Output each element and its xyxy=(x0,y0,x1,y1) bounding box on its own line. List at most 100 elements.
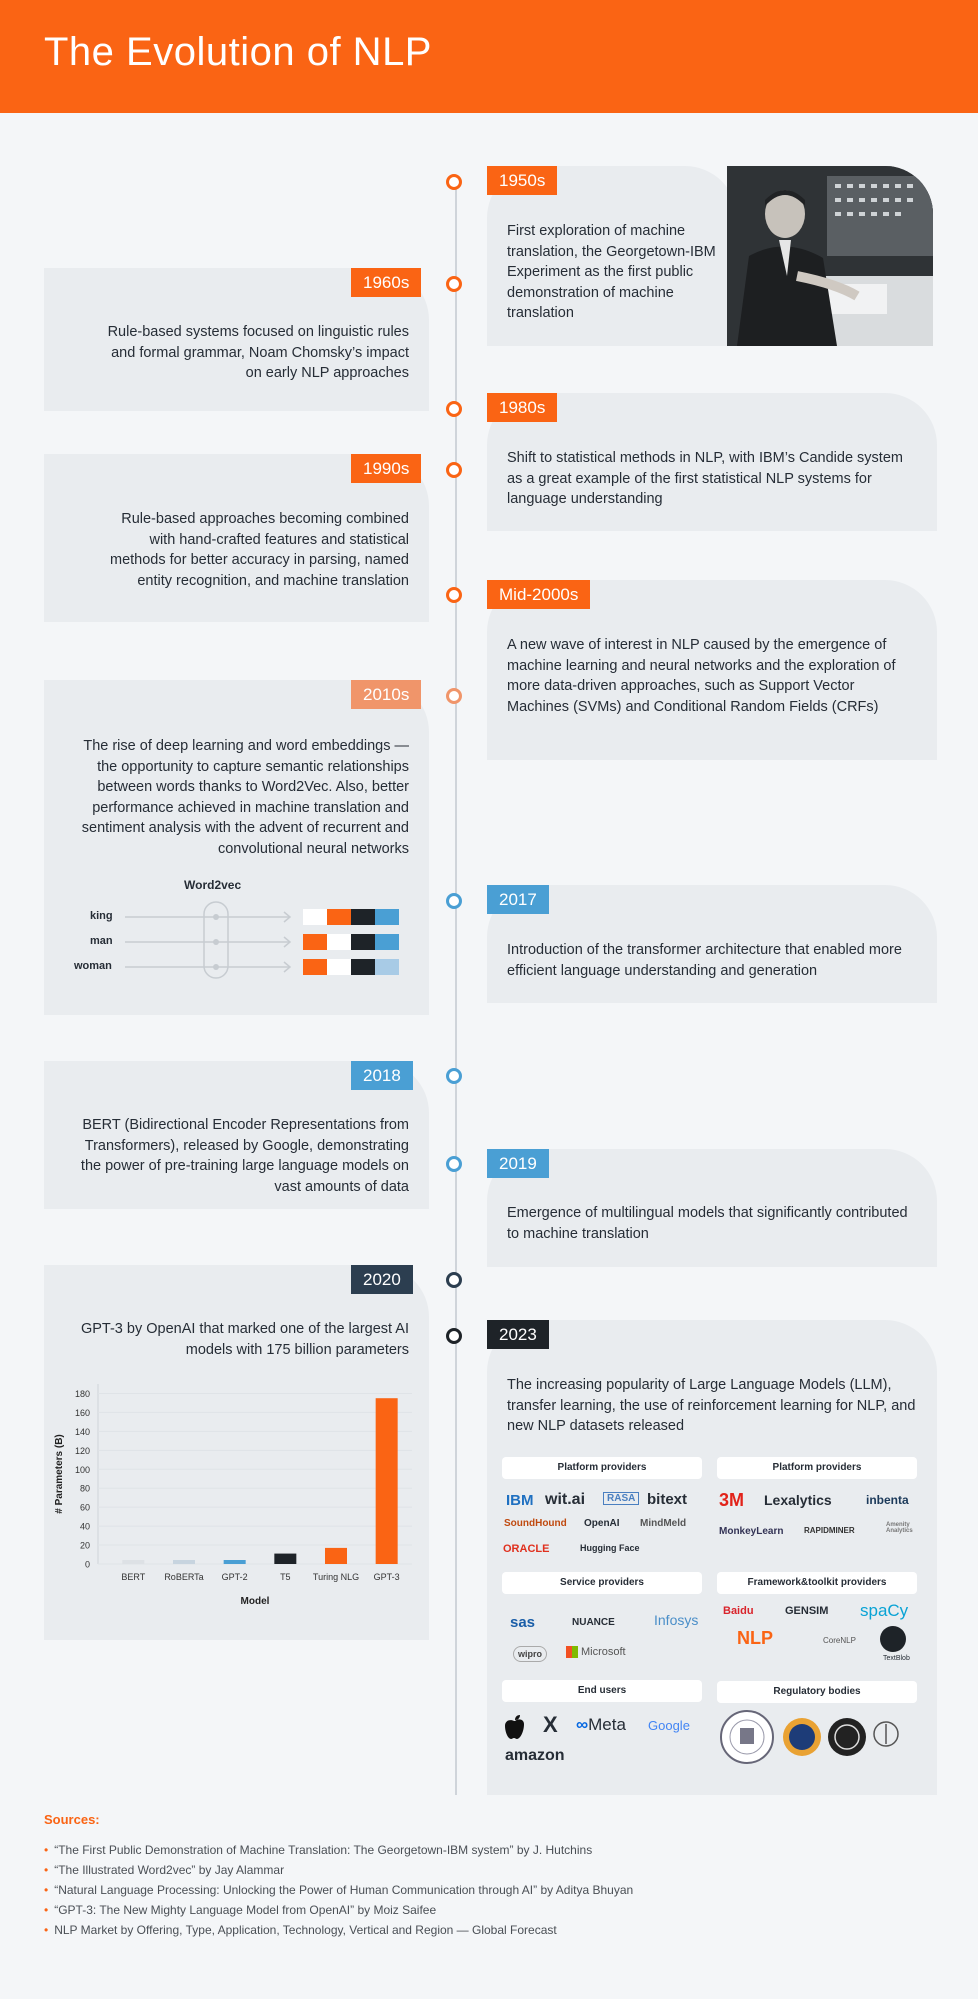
platform-providers-header: Platform providers xyxy=(717,1457,917,1479)
bitext-logo: bitext xyxy=(647,1491,688,1508)
source-text: “The First Public Demonstration of Machi… xyxy=(54,1843,593,1857)
timeline-axis xyxy=(455,175,457,1795)
vector-cell xyxy=(327,959,351,975)
chart-y-tick-label: 40 xyxy=(80,1522,90,1532)
chart-y-tick-label: 180 xyxy=(75,1389,90,1399)
chart-y-tick-label: 0 xyxy=(85,1560,90,1570)
text-2017: Introduction of the transformer architec… xyxy=(507,942,902,979)
google-logo: Google xyxy=(648,1718,690,1733)
text-1990s: Rule-based approaches becoming combined … xyxy=(109,511,409,589)
vector-cell xyxy=(327,934,351,950)
platform-providers-header: Platform providers xyxy=(502,1457,702,1479)
source-text: NLP Market by Offering, Type, Applicatio… xyxy=(54,1923,557,1937)
meta-logo-text: Meta xyxy=(588,1715,626,1734)
sas-logo: sas xyxy=(510,1614,536,1631)
rasa-logo: RASA xyxy=(603,1492,640,1505)
chart-x-tick-label: Turing NLG xyxy=(313,1572,359,1582)
card-1950s xyxy=(487,166,737,346)
chart-y-tick-label: 140 xyxy=(75,1427,90,1437)
vector-cell xyxy=(303,934,327,950)
source-text: “GPT-3: The New Mighty Language Model fr… xyxy=(54,1903,437,1917)
gpt3-parameter-chart: 0 20 40 60 80 100 120 140 160 180 BERT RoBERTa GPT-2… xyxy=(54,1384,412,1607)
chart-y-tick-label: 120 xyxy=(75,1446,90,1456)
text-1960s: Rule-based systems focused on linguistic… xyxy=(107,324,409,381)
meta-logo: ∞Meta xyxy=(576,1715,626,1734)
vector-cell xyxy=(303,959,327,975)
ibm-logo: IBM xyxy=(506,1492,534,1509)
chart-y-axis-label: # Parameters (B) xyxy=(54,1434,65,1513)
oracle-logo: ORACLE xyxy=(503,1543,550,1555)
tag-2018: 2018 xyxy=(351,1061,413,1090)
timeline-node-1990s xyxy=(446,462,462,478)
soundhound-logo: SoundHound xyxy=(504,1518,567,1529)
textblob-logo: TextBlob xyxy=(883,1655,910,1662)
tag-2020: 2020 xyxy=(351,1265,413,1294)
chart-bar xyxy=(274,1553,297,1564)
source-text: “Natural Language Processing: Unlocking … xyxy=(54,1883,634,1897)
amazon-logo: amazon xyxy=(505,1747,565,1764)
gensim-logo: GENSIM xyxy=(785,1605,829,1617)
card-mid2000s xyxy=(487,580,937,760)
tag-1990s: 1990s xyxy=(351,454,422,483)
timeline-node-2018 xyxy=(446,1068,462,1084)
vector-cell xyxy=(375,934,399,950)
source-item: • “The First Public Demonstration of Mach… xyxy=(44,1843,593,1857)
regulatory-seals xyxy=(720,1710,899,1764)
timeline-node-2020 xyxy=(446,1272,462,1288)
timeline-node-2010s xyxy=(446,688,462,704)
3m-logo: 3M xyxy=(719,1490,745,1510)
chart-x-tick-label: GPT-2 xyxy=(222,1572,248,1582)
card-2019 xyxy=(487,1149,937,1267)
vector-cell xyxy=(303,909,327,925)
page-title: The Evolution of NLP xyxy=(44,30,432,74)
tag-mid2000s: Mid-2000s xyxy=(487,580,591,609)
timeline-node-2017 xyxy=(446,893,462,909)
tag-2023: 2023 xyxy=(487,1320,549,1349)
infosys-logo: Infosys xyxy=(654,1612,699,1628)
spacy-logo: spaCy xyxy=(860,1601,909,1620)
timeline-node-1980s xyxy=(446,401,462,417)
monkeylearn-logo: MonkeyLearn xyxy=(719,1526,784,1537)
card-1980s xyxy=(487,393,937,531)
tag-1960s: 1960s xyxy=(351,268,422,297)
chart-y-tick-label: 60 xyxy=(80,1503,90,1513)
chart-bar xyxy=(122,1560,145,1564)
timeline-node-1960s xyxy=(446,276,462,292)
text-2020: GPT-3 by OpenAI that marked one of the l… xyxy=(80,1321,409,1358)
chart-bar xyxy=(223,1560,246,1564)
source-item: • “GPT-3: The New Mighty Language Model f… xyxy=(44,1903,437,1917)
source-item: • “The Illustrated Word2vec” by Jay Alamm… xyxy=(44,1863,285,1877)
timeline-node-2023 xyxy=(446,1328,462,1344)
timeline-node-2019 xyxy=(446,1156,462,1172)
chart-bar xyxy=(325,1547,347,1564)
vector-cell xyxy=(375,909,399,925)
tag-2010s: 2010s xyxy=(351,680,422,709)
framework-providers-header: Framework&toolkit providers xyxy=(717,1572,917,1594)
vector-cell xyxy=(327,909,351,925)
word2vec-word: woman xyxy=(74,960,112,972)
text-2018: BERT (Bidirectional Encoder Representati… xyxy=(80,1117,409,1195)
tag-1950s: 1950s xyxy=(487,166,558,195)
text-2010s: The rise of deep learning and word embed… xyxy=(81,738,409,857)
source-text: “The Illustrated Word2vec” by Jay Alamma… xyxy=(54,1863,285,1877)
corenlp-logo: CoreNLP xyxy=(823,1636,856,1645)
wipro-logo: wipro xyxy=(513,1646,547,1662)
chart-y-tick-label: 160 xyxy=(75,1408,90,1418)
baidu-logo: Baidu xyxy=(723,1605,754,1617)
word2vec-word: king xyxy=(90,910,113,922)
text-mid2000s: A new wave of interest in NLP caused by … xyxy=(507,637,896,715)
georgetown-ibm-photo xyxy=(727,166,933,346)
header-banner: The Evolution of NLP xyxy=(0,0,978,113)
apple-icon xyxy=(505,1715,524,1739)
end-users-header: End users xyxy=(502,1680,702,1702)
card-2023 xyxy=(487,1320,937,1795)
chart-x-tick-label: T5 xyxy=(280,1572,291,1582)
tag-2017: 2017 xyxy=(487,885,549,914)
sources-title: Sources: xyxy=(44,1812,100,1827)
vector-cell xyxy=(351,934,375,950)
source-item: • “Natural Language Processing: Unlocking… xyxy=(44,1883,634,1897)
x-logo: X xyxy=(543,1712,558,1737)
vector-cell xyxy=(375,959,399,975)
chart-x-tick-label: RoBERTa xyxy=(164,1572,203,1582)
microsoft-logo: Microsoft xyxy=(566,1646,626,1659)
